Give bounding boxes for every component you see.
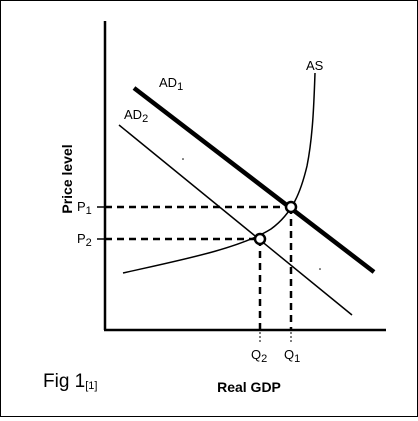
as-label: AS: [306, 58, 324, 73]
ad1-curve: [132, 86, 376, 274]
ad1-label: AD1: [159, 75, 183, 93]
scan-speck: [319, 268, 321, 270]
equilibrium-point-1: [284, 200, 298, 214]
equilibrium-point-2: [253, 232, 267, 246]
ad2-label: AD2: [124, 107, 148, 125]
p2-label: P2: [77, 231, 92, 249]
ad2-curve: [118, 124, 353, 316]
scan-speck: [182, 158, 184, 160]
x-axis-label: Real GDP: [217, 379, 281, 395]
q2-label: Q2: [251, 347, 267, 365]
figure-caption: Fig 1[1]: [43, 371, 97, 392]
p1-label: P1: [77, 199, 92, 217]
y-axis-label: Price level: [59, 144, 75, 213]
q1-label: Q1: [284, 347, 300, 365]
